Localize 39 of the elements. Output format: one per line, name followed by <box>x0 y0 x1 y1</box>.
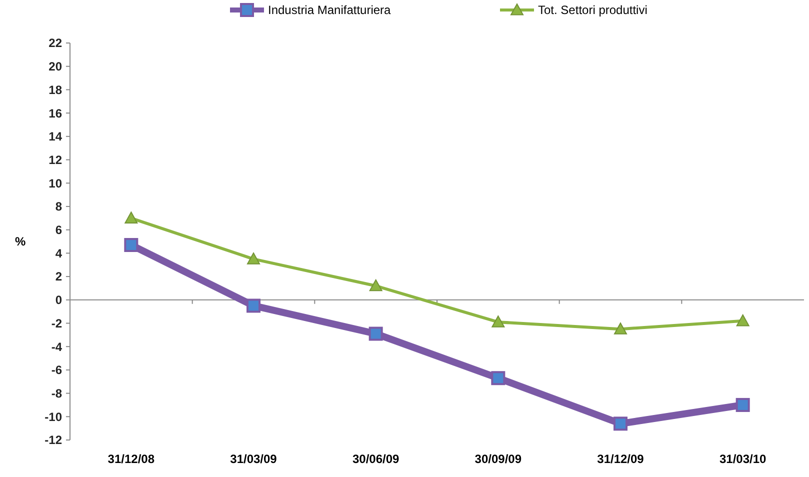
y-tick-label: 8 <box>55 200 62 214</box>
y-tick-label: 2 <box>55 270 62 284</box>
y-tick-label: 12 <box>48 152 62 167</box>
point <box>368 326 383 341</box>
y-tick-label: -6 <box>51 363 62 378</box>
y-tick-label: -4 <box>51 340 62 354</box>
legend-label: Industria Manifatturiera <box>268 3 392 18</box>
point <box>736 314 750 326</box>
y-tick-label: -12 <box>44 433 62 448</box>
y-tick-label: -10 <box>44 410 62 424</box>
point <box>124 238 138 252</box>
x-tick-label: 31/03/10 <box>719 452 767 466</box>
y-tick-label: -2 <box>51 316 62 330</box>
point <box>614 416 628 431</box>
point <box>246 298 260 313</box>
point <box>124 212 138 224</box>
point <box>736 398 750 412</box>
point <box>491 371 506 386</box>
legend-label: Tot. Settori produttivi <box>538 3 648 18</box>
y-tick-label: 4 <box>55 246 62 260</box>
point <box>369 279 382 292</box>
y-tick-label: 16 <box>48 106 62 120</box>
x-tick-label: 31/12/09 <box>597 452 644 466</box>
point <box>247 252 260 264</box>
y-tick-label: 10 <box>48 176 62 190</box>
x-tick-label: 30/09/09 <box>474 452 522 466</box>
point <box>614 322 627 334</box>
x-tick-label: 31/12/08 <box>108 452 155 466</box>
y-tick-label: 18 <box>48 82 62 97</box>
y-tick-label: 20 <box>48 60 62 74</box>
point <box>492 316 505 328</box>
y-axis-title: % <box>15 234 26 249</box>
y-tick-label: 0 <box>55 293 62 308</box>
y-tick-label: 22 <box>48 36 62 50</box>
y-tick-label: 6 <box>55 223 62 238</box>
y-tick-label: 14 <box>48 130 62 144</box>
x-tick-label: 30/06/09 <box>352 452 400 466</box>
x-tick-label: 31/03/09 <box>230 452 278 466</box>
y-tick-label: -8 <box>51 386 62 400</box>
